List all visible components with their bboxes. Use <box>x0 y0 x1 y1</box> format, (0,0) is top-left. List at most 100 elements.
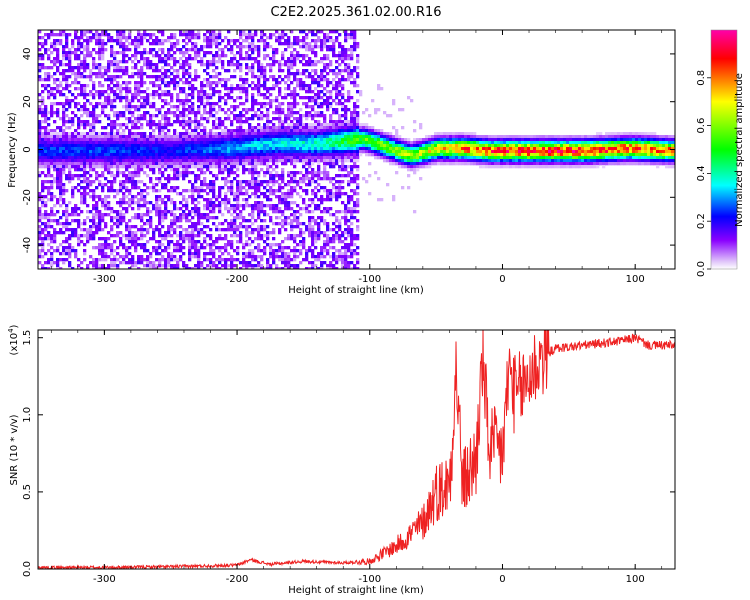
heatmap-cell <box>116 144 120 148</box>
heatmap-cell <box>80 141 84 145</box>
heatmap-cell <box>194 198 198 202</box>
heatmap-cell <box>56 66 60 70</box>
heatmap-cell <box>278 183 282 187</box>
heatmap-cell <box>266 42 270 46</box>
heatmap-cell <box>281 150 285 154</box>
heatmap-cell <box>56 159 60 163</box>
heatmap-cell <box>260 159 264 163</box>
heatmap-cell <box>38 66 42 70</box>
heatmap-cell <box>122 48 126 52</box>
heatmap-cell <box>221 168 225 172</box>
heatmap-cell <box>101 30 105 34</box>
heatmap-cell <box>68 153 72 157</box>
heatmap-cell <box>251 96 255 100</box>
heatmap-cell <box>230 141 234 145</box>
heatmap-cell <box>320 231 324 235</box>
heatmap-cell <box>149 177 153 181</box>
heatmap-cell <box>98 135 102 139</box>
heatmap-cell <box>263 102 267 106</box>
heatmap-cell <box>212 162 216 166</box>
heatmap-cell <box>68 90 72 94</box>
heatmap-cell <box>137 141 141 145</box>
heatmap-cell <box>254 156 258 160</box>
heatmap-cell <box>263 186 267 190</box>
heatmap-cell <box>311 156 315 160</box>
heatmap-cell <box>44 252 48 256</box>
heatmap-cell <box>299 84 303 88</box>
heatmap-cell <box>104 213 108 217</box>
heatmap-cell <box>242 39 246 43</box>
heatmap-cell <box>56 33 60 37</box>
heatmap-cell <box>335 111 339 115</box>
heatmap-cell <box>161 174 165 178</box>
heatmap-cell <box>41 42 45 46</box>
heatmap-cell <box>335 102 339 106</box>
heatmap-cell <box>248 156 252 160</box>
heatmap-cell <box>104 258 108 262</box>
heatmap-cell <box>215 258 219 262</box>
heatmap-cell <box>215 72 219 76</box>
heatmap-cell <box>137 228 141 232</box>
heatmap-cell <box>152 93 156 97</box>
heatmap-cell <box>308 63 312 67</box>
heatmap-cell <box>83 258 87 262</box>
heatmap-cell <box>284 192 288 196</box>
heatmap-cell <box>203 183 207 187</box>
heatmap-cell <box>146 87 150 91</box>
heatmap-cell <box>41 54 45 58</box>
heatmap-cell <box>41 45 45 49</box>
heatmap-cell <box>122 213 126 217</box>
heatmap-cell <box>119 186 123 190</box>
heatmap-cell <box>182 81 186 85</box>
heatmap-cell <box>140 150 144 154</box>
heatmap-cell <box>119 180 123 184</box>
heatmap-cell <box>311 189 315 193</box>
heatmap-cell <box>116 201 120 205</box>
heatmap-cell <box>293 123 297 127</box>
heatmap-cell <box>182 75 186 79</box>
heatmap-cell <box>236 153 240 157</box>
heatmap-cell <box>164 102 168 106</box>
heatmap-cell <box>134 96 138 100</box>
heatmap-cell <box>155 195 159 199</box>
heatmap-cell <box>191 108 195 112</box>
heatmap-cell <box>293 156 297 160</box>
heatmap-cell <box>218 105 222 109</box>
heatmap-cell <box>263 162 267 166</box>
heatmap-cell <box>245 225 249 229</box>
heatmap-cell <box>305 225 309 229</box>
heatmap-cell <box>89 141 93 145</box>
heatmap-cell <box>329 123 333 127</box>
heatmap-cell <box>155 162 159 166</box>
heatmap-cell <box>233 75 237 79</box>
heatmap-cell <box>191 210 195 214</box>
heatmap-cell <box>74 96 78 100</box>
heatmap-cell <box>269 249 273 253</box>
heatmap-cell <box>134 237 138 241</box>
heatmap-cell <box>251 114 255 118</box>
heatmap-cell <box>44 132 48 136</box>
heatmap-cell <box>218 192 222 196</box>
heatmap-cell <box>41 240 45 244</box>
heatmap-cell <box>281 138 285 142</box>
heatmap-cell <box>245 264 249 268</box>
heatmap-cell <box>284 138 288 142</box>
heatmap-cell <box>242 132 246 136</box>
heatmap-cell <box>290 66 294 70</box>
heatmap-cell <box>80 165 84 169</box>
heatmap-cell <box>284 201 288 205</box>
heatmap-cell <box>203 204 207 208</box>
heatmap-cell <box>38 255 42 259</box>
heatmap-cell <box>77 66 81 70</box>
heatmap-cell <box>179 141 183 145</box>
heatmap-cell <box>233 63 237 67</box>
heatmap-cell <box>83 144 87 148</box>
heatmap-cell <box>143 117 147 121</box>
heatmap-cell <box>71 192 75 196</box>
heatmap-cell <box>215 153 219 157</box>
heatmap-cell <box>146 174 150 178</box>
heatmap-cell <box>188 105 192 109</box>
heatmap-cell <box>149 165 153 169</box>
heatmap-cell <box>251 228 255 232</box>
heatmap-cell <box>140 78 144 82</box>
